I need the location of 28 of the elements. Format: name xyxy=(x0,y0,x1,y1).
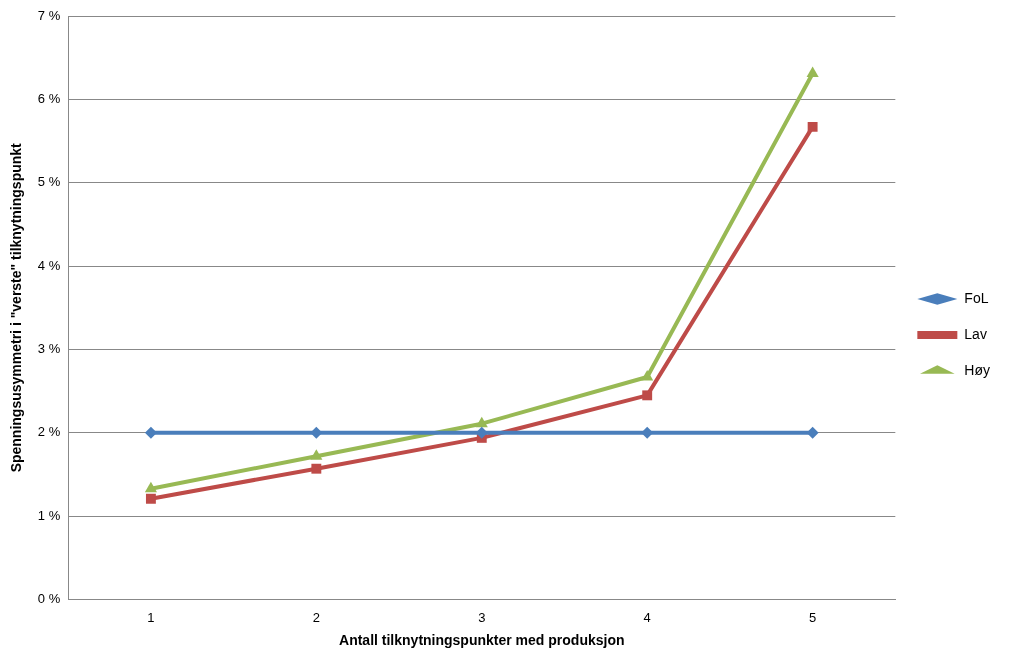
y-tick-label: 6 % xyxy=(37,90,61,106)
point xyxy=(807,121,818,132)
legend-label: Lav xyxy=(964,325,987,342)
point xyxy=(806,66,819,78)
y-tick-label: 1 % xyxy=(37,507,61,523)
x-tick-label: 5 xyxy=(809,609,817,625)
legend-label: Høy xyxy=(964,361,991,378)
x-tick-label: 4 xyxy=(643,609,651,625)
point xyxy=(145,493,156,504)
point xyxy=(144,481,157,493)
point xyxy=(475,416,488,428)
x-axis-title: Antall tilknytningspunkter med produksjon xyxy=(339,632,625,649)
y-tick-label: 2 % xyxy=(37,424,61,440)
x-tick-label: 2 xyxy=(312,609,320,625)
point xyxy=(642,390,653,401)
point xyxy=(311,463,322,474)
point xyxy=(641,370,654,381)
legend-label: FoL xyxy=(964,289,989,306)
y-tick-label: 4 % xyxy=(37,257,61,273)
y-tick-label: 3 % xyxy=(37,341,61,357)
point xyxy=(310,449,323,460)
y-tick-label: 5 % xyxy=(37,174,61,190)
x-tick-label: 1 xyxy=(147,609,155,625)
x-tick-label: 3 xyxy=(478,609,486,625)
y-tick-label: 7 % xyxy=(37,7,61,23)
y-axis-title: Spenningsusymmetri i "verste" tilknytningspunkt xyxy=(8,142,25,473)
y-tick-label: 0 % xyxy=(37,591,61,607)
point xyxy=(144,426,157,439)
